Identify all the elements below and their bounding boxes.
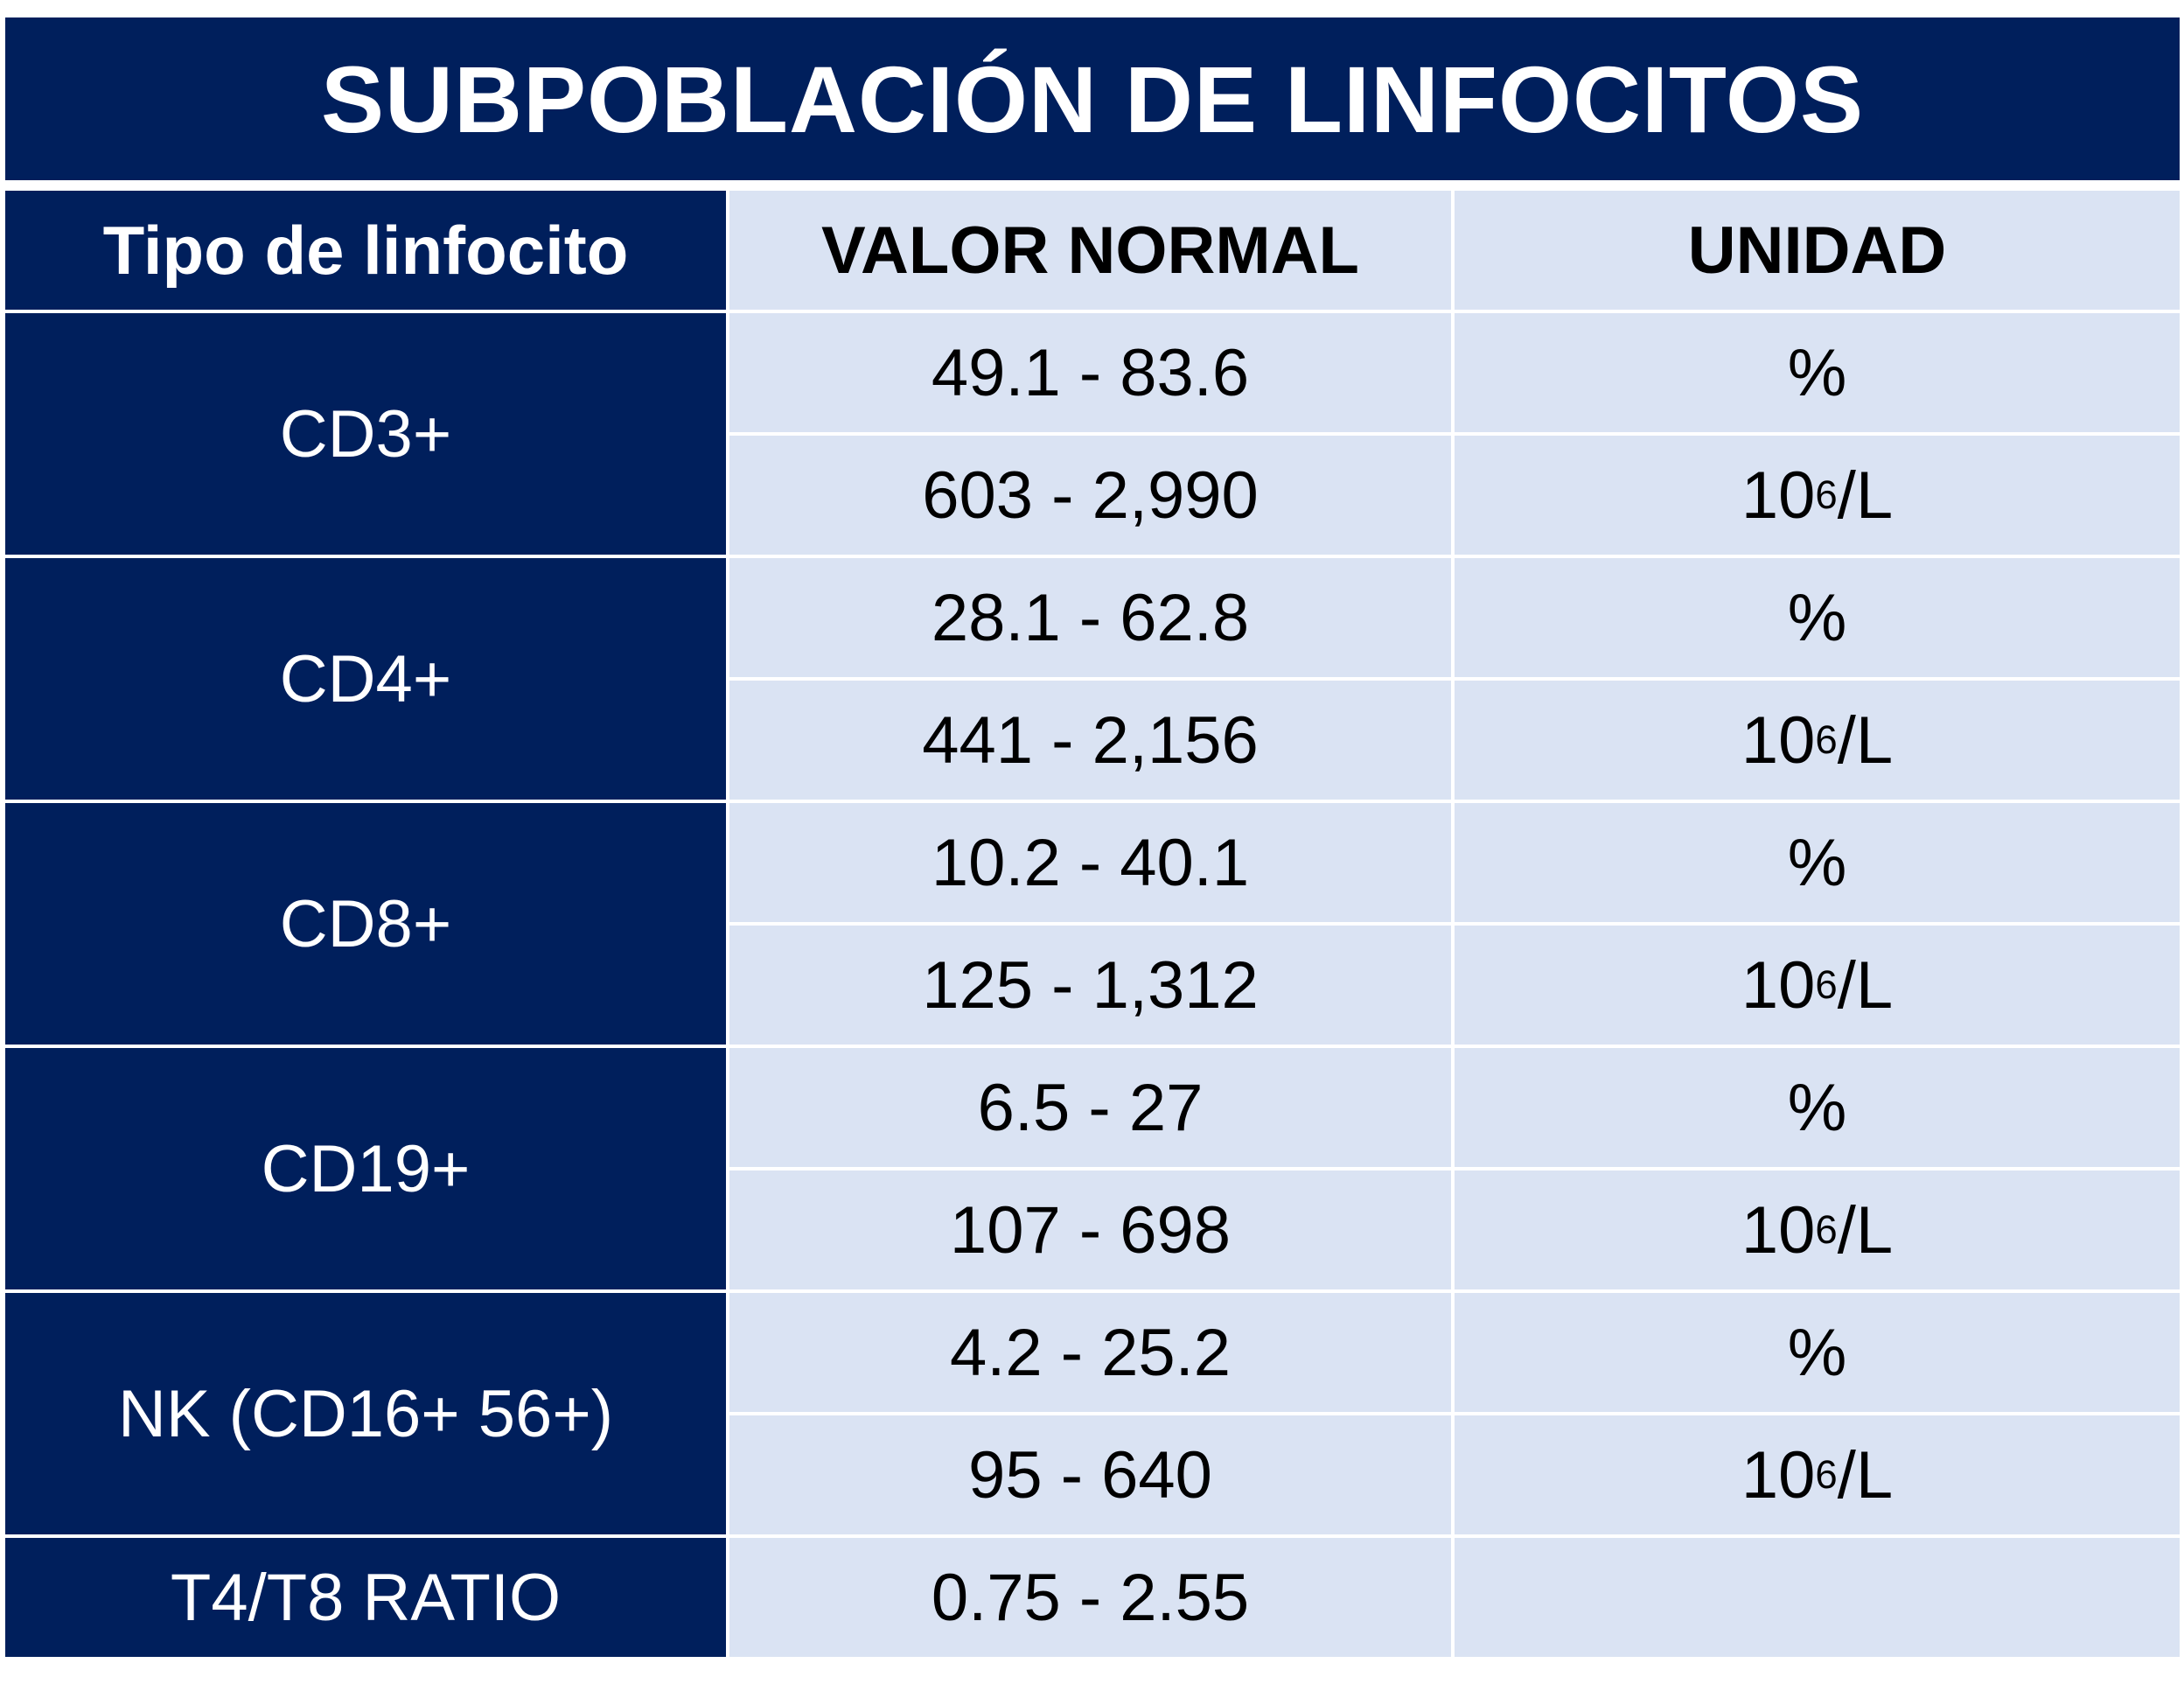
- group-name-cd4: CD4+: [5, 558, 726, 800]
- unit-cell: 10 6/L: [1455, 681, 2180, 800]
- group-name-cd3: CD3+: [5, 313, 726, 555]
- value-cell: 107 - 698: [729, 1170, 1451, 1289]
- page-title: SUBPOBLACIÓN DE LINFOCITOS: [5, 17, 2180, 180]
- value-cell: 6.5 - 27: [729, 1048, 1451, 1167]
- value-cell: 441 - 2,156: [729, 681, 1451, 800]
- value-cell: 49.1 - 83.6: [729, 313, 1451, 432]
- value-cell: 28.1 - 62.8: [729, 558, 1451, 677]
- unit-cell: %: [1455, 1293, 2180, 1412]
- header-tipo-de-linfocito: Tipo de linfocito: [5, 191, 726, 310]
- ratio-unit-cell: [1455, 1538, 2180, 1657]
- unit-cell: %: [1455, 558, 2180, 677]
- value-cell: 125 - 1,312: [729, 926, 1451, 1045]
- header-unidad: UNIDAD: [1455, 191, 2180, 310]
- value-cell: 4.2 - 25.2: [729, 1293, 1451, 1412]
- group-name-nk: NK (CD16+ 56+): [5, 1293, 726, 1534]
- ratio-value-cell: 0.75 - 2.55: [729, 1538, 1451, 1657]
- header-valor-normal: VALOR NORMAL: [729, 191, 1451, 310]
- unit-cell: %: [1455, 313, 2180, 432]
- unit-cell: %: [1455, 803, 2180, 922]
- group-name-cd19: CD19+: [5, 1048, 726, 1289]
- unit-cell: 10 6/L: [1455, 436, 2180, 555]
- value-cell: 95 - 640: [729, 1415, 1451, 1534]
- unit-cell: 10 6/L: [1455, 1415, 2180, 1534]
- value-cell: 603 - 2,990: [729, 436, 1451, 555]
- unit-cell: 10 6/L: [1455, 1170, 2180, 1289]
- unit-cell: 10 6/L: [1455, 926, 2180, 1045]
- lymphocyte-table: Tipo de linfocito VALOR NORMAL UNIDAD CD…: [5, 191, 2180, 1657]
- unit-cell: %: [1455, 1048, 2180, 1167]
- group-name-t4-t8-ratio: T4/T8 RATIO: [5, 1538, 726, 1657]
- group-name-cd8: CD8+: [5, 803, 726, 1045]
- value-cell: 10.2 - 40.1: [729, 803, 1451, 922]
